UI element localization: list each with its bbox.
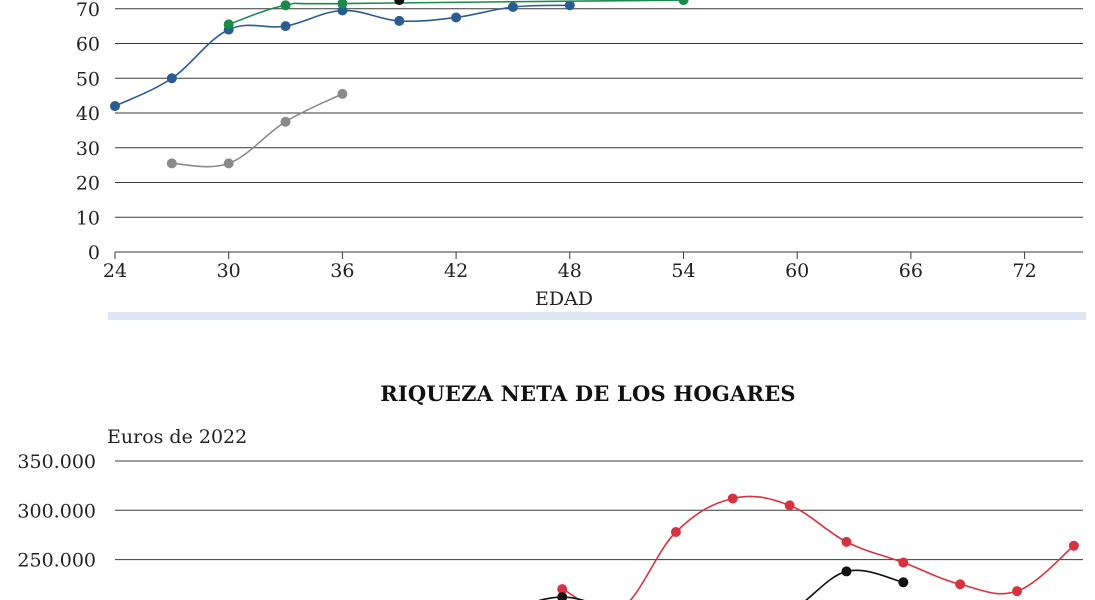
x-axis-title: EDAD xyxy=(535,288,593,310)
separator-band xyxy=(108,312,1086,320)
data-point xyxy=(507,2,518,13)
data-point xyxy=(727,493,738,504)
x-tick-label: 48 xyxy=(558,260,582,282)
y-tick-label: 250.000 xyxy=(17,550,96,572)
data-point xyxy=(1068,540,1079,551)
data-point xyxy=(898,557,909,568)
data-point xyxy=(678,0,689,6)
series-line xyxy=(228,0,684,26)
series-line xyxy=(561,495,1075,600)
unit-label: Euros de 2022 xyxy=(107,426,247,448)
chart-title: RIQUEZA NETA DE LOS HOGARES xyxy=(380,381,796,406)
chart-bottom: RIQUEZA NETA DE LOS HOGARES Euros de 2022… xyxy=(17,381,1083,600)
data-point xyxy=(841,566,852,577)
data-point xyxy=(670,526,681,537)
data-point xyxy=(110,101,120,112)
data-point xyxy=(337,5,348,16)
data-point xyxy=(280,116,291,127)
x-tick-label: 66 xyxy=(899,260,923,282)
x-tick-label: 60 xyxy=(785,260,809,282)
y-tick-label: 60 xyxy=(76,34,100,56)
data-point xyxy=(898,577,909,588)
x-tick-label: 42 xyxy=(444,260,468,282)
y-tick-label: 0 xyxy=(88,242,100,264)
data-point xyxy=(280,21,291,32)
data-point xyxy=(394,0,405,6)
data-point xyxy=(841,536,852,547)
x-tick-label: 54 xyxy=(671,260,695,282)
y-tick-label: 20 xyxy=(76,173,100,195)
data-point xyxy=(955,579,966,590)
series-line xyxy=(537,569,904,600)
y-tick-label: 300.000 xyxy=(17,500,96,522)
data-point xyxy=(394,15,405,26)
data-point xyxy=(337,0,348,9)
data-point xyxy=(166,73,177,84)
data-point xyxy=(223,158,234,169)
y-tick-label: 70 xyxy=(76,0,100,21)
y-tick-label: 200.000 xyxy=(17,599,96,600)
series-line xyxy=(171,93,343,168)
data-point xyxy=(223,19,234,30)
chart-top: 0 10 20 30 40 50 60 70 24 30 36 42 48 54 60 66 72 EDAD xyxy=(76,0,1083,310)
data-point xyxy=(784,500,795,511)
data-point xyxy=(1012,586,1023,597)
data-point xyxy=(557,584,568,595)
x-tick-label: 24 xyxy=(103,260,127,282)
y-tick-label: 10 xyxy=(76,207,100,229)
data-point xyxy=(337,88,348,99)
x-tick-label: 72 xyxy=(1013,260,1037,282)
data-point xyxy=(557,592,568,600)
data-point xyxy=(564,0,575,11)
data-point xyxy=(280,0,291,11)
y-tick-label: 40 xyxy=(76,103,100,125)
y-tick-label: 50 xyxy=(76,68,100,90)
x-tick-label: 36 xyxy=(330,260,354,282)
y-tick-label: 30 xyxy=(76,138,100,160)
x-tick-label: 30 xyxy=(217,260,241,282)
data-point xyxy=(451,12,462,23)
data-point xyxy=(166,158,177,169)
y-tick-label: 350.000 xyxy=(17,451,96,473)
